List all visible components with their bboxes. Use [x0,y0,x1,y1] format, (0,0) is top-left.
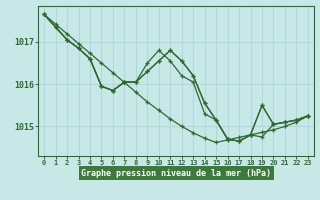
X-axis label: Graphe pression niveau de la mer (hPa): Graphe pression niveau de la mer (hPa) [81,169,271,178]
